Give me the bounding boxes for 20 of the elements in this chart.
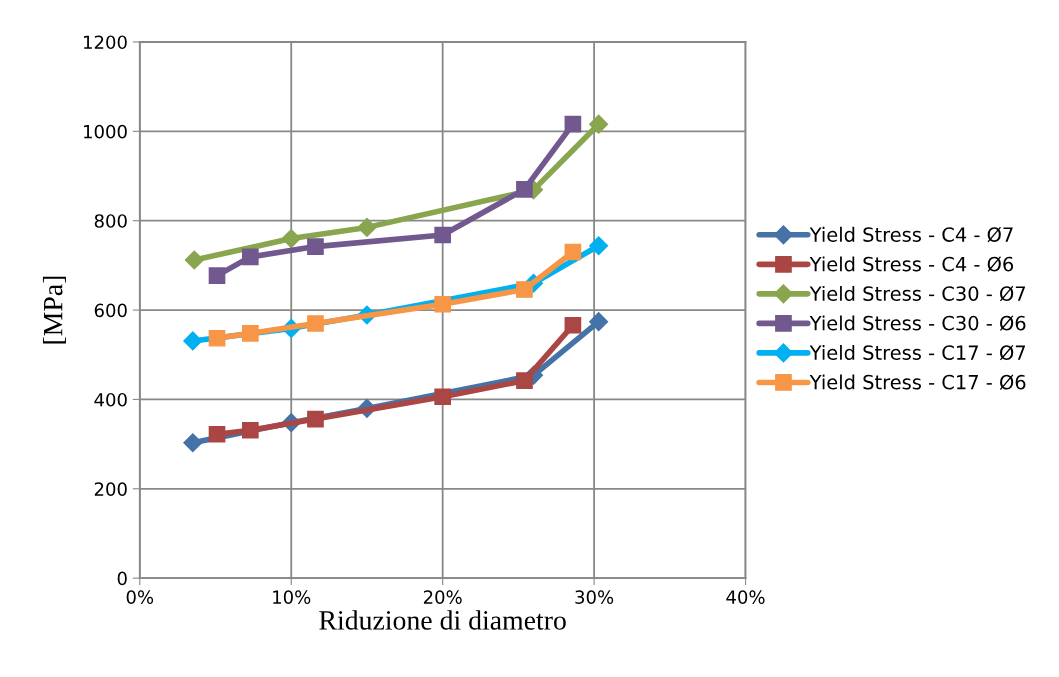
y-tick-label: 600 — [94, 303, 127, 318]
x-tick-label: 40% — [726, 590, 765, 604]
y-tick-label: 1200 — [84, 35, 127, 50]
y-tick-label: 400 — [94, 392, 127, 407]
y-axis-title: [MPa] — [42, 276, 66, 344]
legend-label: Yield Stress - C17 - Ø7 — [809, 344, 1025, 361]
legend-label: Yield Stress - C17 - Ø6 — [809, 374, 1026, 390]
y-tick-label: 1000 — [84, 124, 127, 139]
x-axis-title: Riduzione di diametro — [319, 610, 566, 630]
x-tick-label: 30% — [575, 590, 614, 604]
y-tick-label: 200 — [94, 482, 127, 496]
legend-label: Yield Stress - C30 - Ø7 — [809, 285, 1025, 302]
y-tick-label: 0 — [117, 571, 127, 586]
legend-label: Yield Stress - C4 - Ø7 — [809, 226, 1013, 243]
x-tick-label: 10% — [273, 590, 311, 604]
x-tick-label: 20% — [423, 590, 462, 604]
y-tick-label: 800 — [94, 214, 127, 228]
legend-label: Yield Stress - C4 - Ø6 — [809, 256, 1014, 272]
legend-label: Yield Stress - C30 - Ø6 — [809, 315, 1026, 331]
x-tick-label: 0% — [126, 590, 154, 604]
